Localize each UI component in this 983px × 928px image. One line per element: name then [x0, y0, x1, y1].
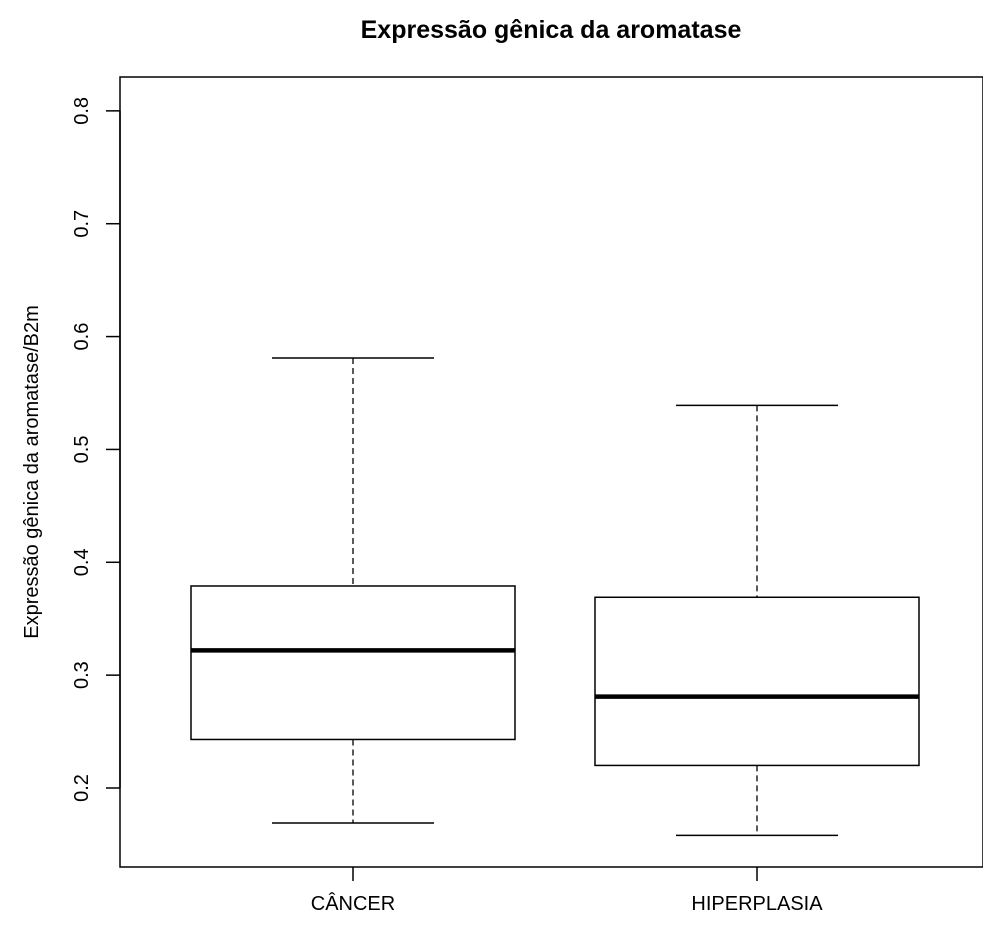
y-tick-label: 0.3: [71, 661, 93, 689]
y-tick-label: 0.4: [71, 548, 93, 576]
box-0: [190, 357, 516, 824]
x-tick-label: HIPERPLASIA: [691, 893, 823, 915]
y-axis-label: Expressão gênica da aromatase/B2m: [21, 305, 43, 639]
box-1: [594, 404, 920, 837]
iqr-box: [594, 596, 920, 767]
iqr-box: [190, 585, 516, 741]
x-tick-label: CÂNCER: [311, 892, 395, 915]
y-axis: 0.2 0.3 0.4 0.5 0.6 0.7 0.8: [71, 97, 121, 802]
x-axis: CÂNCER HIPERPLASIA: [311, 867, 823, 915]
y-tick-label: 0.7: [71, 210, 93, 238]
y-tick-label: 0.8: [71, 97, 93, 125]
chart-title: Expressão gênica da aromatase: [361, 16, 742, 44]
boxes-group: [190, 357, 920, 837]
y-tick-label: 0.5: [71, 436, 93, 464]
y-tick-label: 0.6: [71, 323, 93, 351]
y-tick-label: 0.2: [71, 774, 93, 802]
